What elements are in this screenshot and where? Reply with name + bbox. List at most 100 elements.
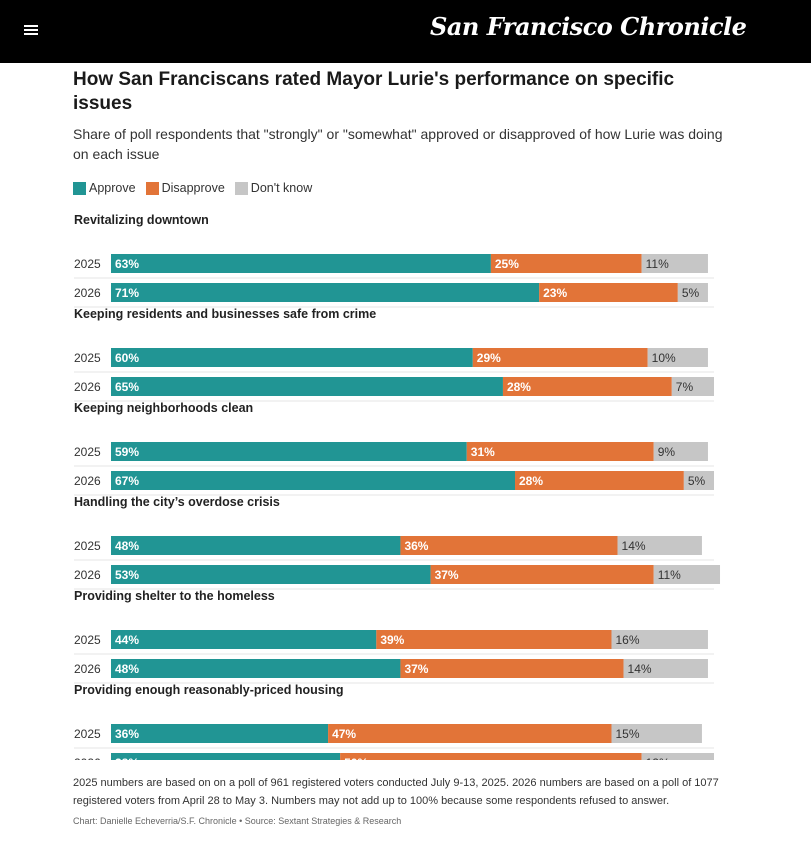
chart-footnote: 2025 numbers are based on on a poll of 9… xyxy=(73,777,719,807)
bar-label-approve: 63% xyxy=(115,257,139,271)
issue-label: Providing enough reasonably-priced housi… xyxy=(74,683,343,697)
bar-label-dont-know: 11% xyxy=(658,568,681,582)
year-label: 2026 xyxy=(74,474,101,488)
bar-label-disapprove: 39% xyxy=(380,633,404,647)
bar-label-approve: 36% xyxy=(115,727,139,741)
bar-dont-know xyxy=(653,442,708,461)
legend-swatch-disapprove xyxy=(145,181,159,195)
year-label: 2026 xyxy=(74,286,101,300)
bar-label-approve: 53% xyxy=(115,568,139,582)
issue-label: Handling the city’s overdose crisis xyxy=(74,495,280,509)
bar-label-disapprove: 36% xyxy=(404,539,428,553)
issue-label: Keeping neighborhoods clean xyxy=(74,401,253,415)
bar-label-dont-know: 14% xyxy=(628,662,652,676)
bar-label-approve: 59% xyxy=(115,445,139,459)
issue-label: Revitalizing downtown xyxy=(74,213,209,227)
bar-dont-know xyxy=(641,254,708,273)
bar-disapprove xyxy=(502,377,672,396)
top-nav-bar: San Francisco Chronicle xyxy=(0,0,811,63)
bar-label-dont-know: 16% xyxy=(615,633,639,647)
bar-label-approve: 65% xyxy=(115,380,139,394)
bar-dont-know xyxy=(641,753,714,760)
bar-approve xyxy=(111,283,540,302)
legend-item-approve: Approve xyxy=(73,181,136,195)
bar-approve xyxy=(111,724,329,743)
bar-dont-know xyxy=(683,471,714,490)
year-label: 2026 xyxy=(74,756,101,760)
bar-approve xyxy=(111,659,401,678)
bar-dont-know xyxy=(611,630,708,649)
bar-label-dont-know: 12% xyxy=(646,756,670,760)
bar-label-dont-know: 11% xyxy=(646,257,669,271)
bar-label-approve: 48% xyxy=(115,662,139,676)
bar-disapprove xyxy=(376,630,612,649)
bar-disapprove xyxy=(539,283,678,302)
bar-label-approve: 71% xyxy=(115,286,139,300)
bar-approve xyxy=(111,753,341,760)
bar-label-disapprove: 31% xyxy=(471,445,495,459)
bar-label-disapprove: 50% xyxy=(344,756,368,760)
legend-item-dont-know: Don't know xyxy=(234,181,313,195)
bar-disapprove xyxy=(400,536,618,555)
chart-credit: Chart: Danielle Echeverria/S.F. Chronicl… xyxy=(73,816,402,826)
year-label: 2025 xyxy=(74,727,101,741)
chart-legend: Approve Disapprove Don't know xyxy=(73,181,312,195)
bar-label-approve: 67% xyxy=(115,474,139,488)
chart-subtitle: Share of poll respondents that "strongly… xyxy=(73,126,723,162)
bar-disapprove xyxy=(328,724,612,743)
bar-dont-know xyxy=(677,283,708,302)
year-label: 2026 xyxy=(74,568,101,582)
legend-item-disapprove: Disapprove xyxy=(145,181,225,195)
legend-label-disapprove: Disapprove xyxy=(161,181,225,195)
year-label: 2025 xyxy=(74,539,101,553)
issue-label: Keeping residents and businesses safe fr… xyxy=(74,307,376,321)
year-label: 2026 xyxy=(74,662,101,676)
bar-disapprove xyxy=(400,659,624,678)
bar-label-dont-know: 5% xyxy=(688,474,706,488)
bar-label-disapprove: 28% xyxy=(507,380,531,394)
bar-label-approve: 48% xyxy=(115,539,139,553)
bar-label-approve: 38% xyxy=(115,756,139,760)
bar-label-dont-know: 14% xyxy=(622,539,646,553)
bar-approve xyxy=(111,565,431,584)
year-label: 2025 xyxy=(74,351,101,365)
bar-dont-know xyxy=(611,724,702,743)
bar-label-dont-know: 15% xyxy=(615,727,639,741)
bar-approve xyxy=(111,377,503,396)
legend-label-approve: Approve xyxy=(89,181,136,195)
year-label: 2025 xyxy=(74,445,101,459)
legend-label-dont-know: Don't know xyxy=(250,181,313,195)
bar-approve xyxy=(111,254,491,273)
bar-disapprove xyxy=(466,442,654,461)
bar-dont-know xyxy=(671,377,714,396)
legend-swatch-dont-know xyxy=(234,181,248,195)
year-label: 2025 xyxy=(74,633,101,647)
bar-disapprove xyxy=(340,753,642,760)
bar-label-disapprove: 23% xyxy=(543,286,567,300)
bar-disapprove xyxy=(430,565,654,584)
bar-approve xyxy=(111,348,473,367)
bar-label-disapprove: 37% xyxy=(404,662,428,676)
year-label: 2025 xyxy=(74,257,101,271)
bar-dont-know xyxy=(617,536,702,555)
bar-disapprove xyxy=(472,348,648,367)
bar-dont-know xyxy=(647,348,708,367)
bar-label-dont-know: 5% xyxy=(682,286,700,300)
chart-title: How San Franciscans rated Mayor Lurie's … xyxy=(73,69,675,114)
bar-label-disapprove: 29% xyxy=(477,351,501,365)
bar-label-disapprove: 28% xyxy=(519,474,543,488)
bar-label-dont-know: 7% xyxy=(676,380,694,394)
site-logo[interactable]: San Francisco Chronicle xyxy=(430,12,747,41)
issue-label: Providing shelter to the homeless xyxy=(74,589,275,603)
bar-approve xyxy=(111,630,377,649)
hamburger-menu-icon[interactable] xyxy=(24,20,40,40)
bar-approve xyxy=(111,442,467,461)
bar-label-dont-know: 9% xyxy=(658,445,676,459)
bar-label-approve: 44% xyxy=(115,633,139,647)
legend-swatch-approve xyxy=(73,181,86,195)
bar-dont-know xyxy=(623,659,708,678)
year-label: 2026 xyxy=(74,380,101,394)
bar-approve xyxy=(111,471,516,490)
bar-disapprove xyxy=(490,254,642,273)
bar-approve xyxy=(111,536,401,555)
